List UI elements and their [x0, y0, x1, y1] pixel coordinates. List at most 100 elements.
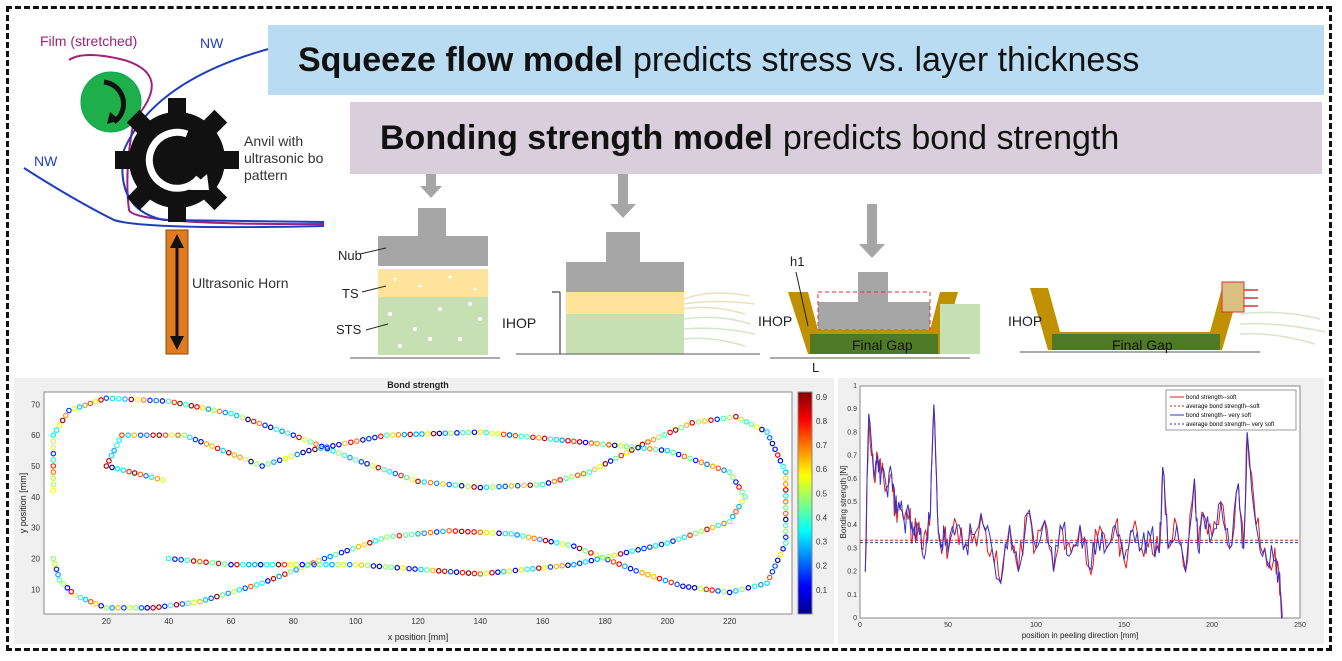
scatter-point: [623, 449, 630, 456]
scatter-point: [782, 469, 789, 475]
scatter-point: [541, 435, 548, 442]
scatter-point: [56, 422, 63, 429]
scatter-point: [580, 470, 587, 477]
scatter-point: [782, 522, 789, 529]
dashed-border: [6, 6, 1332, 651]
scatter-xtick: 160: [536, 617, 550, 626]
scatter-point: [408, 531, 415, 538]
scatter-point: [50, 438, 57, 445]
scatter-point: [435, 568, 442, 574]
scatter-point: [372, 434, 378, 441]
scatter-point: [265, 461, 271, 467]
scatter-point: [489, 530, 496, 536]
scatter-point: [234, 561, 240, 568]
scatter-point: [240, 561, 246, 568]
scatter-xlabel: x position [mm]: [388, 632, 449, 642]
scatter-point: [257, 561, 264, 568]
scatter-point: [386, 468, 393, 475]
sts-label: STS: [336, 322, 362, 337]
scatter-point: [199, 405, 206, 411]
scatter-point: [366, 435, 372, 442]
scatter-point: [287, 569, 294, 575]
scatter-point: [627, 565, 634, 572]
scatter-point: [237, 454, 243, 460]
line-xlabel: position in peeling direction [mm]: [1022, 631, 1139, 640]
scatter-point: [597, 463, 603, 470]
scatter-point: [681, 534, 688, 540]
scatter-point: [109, 464, 115, 471]
line-series: [864, 404, 1283, 619]
scatter-point: [197, 558, 203, 565]
scatter-point: [658, 447, 665, 453]
scatter-point: [159, 398, 166, 404]
scatter-point: [729, 474, 736, 480]
scatter-point: [772, 446, 778, 453]
scatter-point: [313, 441, 319, 447]
scatter-point: [52, 561, 58, 567]
scatter-point: [661, 432, 668, 438]
scatter-point: [691, 584, 698, 591]
scatter-point: [402, 532, 409, 538]
scatter-point: [263, 561, 270, 568]
scatter-point: [616, 561, 622, 567]
scatter-point: [324, 444, 330, 450]
scatter-point: [114, 466, 121, 472]
squeeze-rest: predicts stress vs. layer thickness: [632, 40, 1140, 79]
scatter-point: [346, 561, 353, 568]
scatter-point: [147, 397, 153, 404]
scatter-point: [764, 580, 770, 586]
scatter-ytick: 60: [31, 431, 40, 440]
scatter-point: [777, 551, 784, 558]
scatter-point: [87, 598, 94, 605]
scatter-point: [681, 453, 688, 460]
scatter-point: [545, 480, 552, 486]
nub-label: Nub: [338, 248, 362, 263]
scatter-point: [782, 534, 789, 540]
scatter-point: [656, 434, 662, 441]
scatter-point: [559, 563, 565, 569]
scatter-point: [692, 530, 699, 537]
scatter-point: [168, 432, 175, 438]
scatter-point: [361, 541, 367, 548]
scatter-xtick: 60: [227, 617, 236, 626]
scatter-point: [236, 587, 243, 593]
scatter-point: [743, 419, 750, 425]
scatter-point: [782, 528, 789, 535]
scatter-point: [502, 483, 509, 490]
scatter-point: [68, 588, 75, 595]
scatter-point: [618, 452, 625, 459]
scatter-point: [413, 431, 419, 438]
scatter-point: [329, 561, 335, 568]
scatter-point: [692, 457, 699, 464]
scatter-point: [197, 598, 203, 605]
scatter-ytick: 50: [31, 462, 40, 471]
scatter-point: [656, 575, 663, 582]
scatter-point: [483, 529, 490, 536]
scatter-point: [381, 466, 387, 473]
scatter-point: [514, 532, 520, 538]
scatter-point: [299, 561, 306, 568]
scatter-point: [321, 555, 328, 562]
scatter-point: [571, 543, 577, 549]
scatter-point: [537, 536, 543, 543]
scatter-point: [726, 518, 733, 525]
scatter-point: [551, 478, 558, 485]
scatter-point: [103, 395, 110, 401]
scatter-point: [698, 528, 705, 535]
scatter-point: [312, 446, 318, 453]
anvil-label-1: Anvil with: [244, 133, 303, 149]
scatter-point: [111, 447, 117, 454]
scatter-point: [774, 452, 781, 458]
scatter-point: [231, 452, 238, 458]
scatter-point: [275, 561, 282, 568]
scatter-point: [178, 556, 184, 563]
scatter-point: [729, 513, 736, 520]
scatter-point: [471, 429, 478, 436]
scatter-point: [239, 414, 246, 421]
scatter-ylabel: y position [mm]: [18, 473, 28, 534]
nw-top-label: NW: [200, 35, 224, 51]
line-ytick: 1: [853, 383, 857, 390]
scatter-point: [140, 397, 147, 403]
nw-top-path: [121, 47, 325, 223]
scatter-point: [629, 548, 636, 554]
